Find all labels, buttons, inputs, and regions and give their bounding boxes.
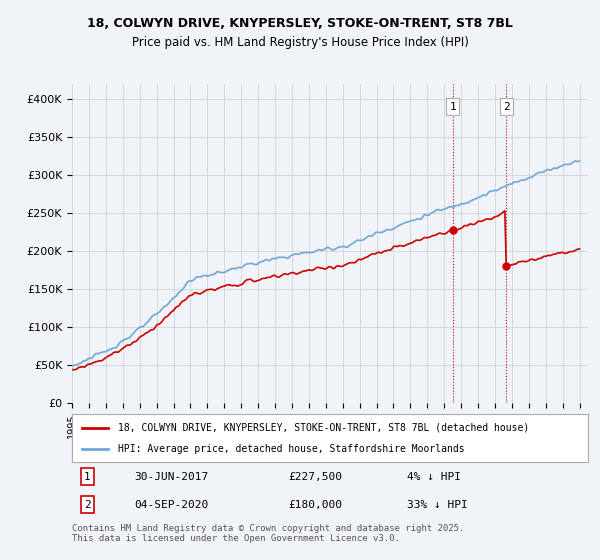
Text: Price paid vs. HM Land Registry's House Price Index (HPI): Price paid vs. HM Land Registry's House …: [131, 36, 469, 49]
Text: 18, COLWYN DRIVE, KNYPERSLEY, STOKE-ON-TRENT, ST8 7BL (detached house): 18, COLWYN DRIVE, KNYPERSLEY, STOKE-ON-T…: [118, 423, 530, 433]
Text: £180,000: £180,000: [289, 500, 343, 510]
Text: 04-SEP-2020: 04-SEP-2020: [134, 500, 208, 510]
Text: 2: 2: [84, 500, 91, 510]
Text: 4% ↓ HPI: 4% ↓ HPI: [407, 472, 461, 482]
Text: 2: 2: [503, 102, 509, 112]
Text: 33% ↓ HPI: 33% ↓ HPI: [407, 500, 468, 510]
Text: HPI: Average price, detached house, Staffordshire Moorlands: HPI: Average price, detached house, Staf…: [118, 444, 465, 454]
Text: 18, COLWYN DRIVE, KNYPERSLEY, STOKE-ON-TRENT, ST8 7BL: 18, COLWYN DRIVE, KNYPERSLEY, STOKE-ON-T…: [87, 17, 513, 30]
Text: 1: 1: [449, 102, 456, 112]
Text: 1: 1: [84, 472, 91, 482]
Text: £227,500: £227,500: [289, 472, 343, 482]
Text: 30-JUN-2017: 30-JUN-2017: [134, 472, 208, 482]
Text: Contains HM Land Registry data © Crown copyright and database right 2025.
This d: Contains HM Land Registry data © Crown c…: [72, 524, 464, 543]
